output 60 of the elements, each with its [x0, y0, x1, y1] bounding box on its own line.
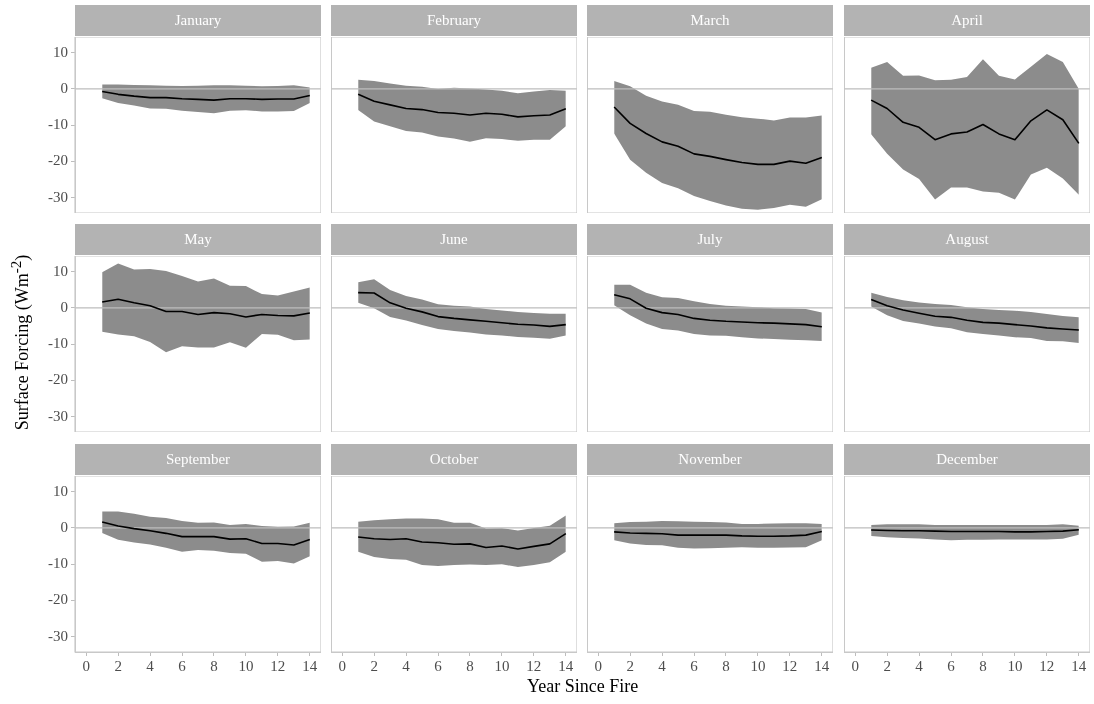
x-tick-label: 0: [338, 657, 346, 674]
y-tick-label: 0: [60, 298, 68, 315]
x-tick-label: 8: [466, 657, 474, 674]
y-tick-label: -20: [48, 371, 68, 388]
x-tick-label: 10: [238, 657, 254, 674]
chart-title: July: [587, 224, 833, 255]
y-tick-label: 10: [53, 262, 68, 279]
x-tick-label: 6: [947, 657, 956, 674]
x-tick-label: 8: [210, 657, 218, 674]
y-tick-label: 0: [60, 79, 68, 96]
x-tick-label: 12: [270, 657, 286, 674]
x-tick-label: 2: [883, 657, 891, 674]
x-tick-label: 0: [594, 657, 602, 674]
chart-title: May: [75, 224, 321, 255]
x-tick-label: 14: [302, 657, 318, 674]
x-tick-label: 6: [434, 657, 443, 674]
x-tick-label: 12: [526, 657, 542, 674]
x-tick-label: 14: [1071, 657, 1087, 674]
x-tick-label: 0: [851, 657, 859, 674]
x-tick-label: 4: [402, 657, 411, 674]
chart-title: March: [587, 5, 833, 36]
x-tick-label: 14: [558, 657, 574, 674]
y-tick-label: -30: [48, 627, 68, 644]
x-tick-label: 4: [915, 657, 924, 674]
x-tick-label: 4: [146, 657, 155, 674]
chart-title: September: [75, 444, 321, 475]
chart-title: January: [75, 5, 321, 36]
y-tick-label: 0: [60, 518, 68, 535]
x-tick-label: 0: [82, 657, 90, 674]
x-tick-label: 10: [750, 657, 766, 674]
y-tick-label: -10: [48, 555, 68, 572]
x-tick-label: 2: [626, 657, 634, 674]
chart-title: November: [587, 444, 833, 475]
x-tick-label: 12: [1039, 657, 1055, 674]
x-tick-label: 10: [494, 657, 510, 674]
chart-title: February: [331, 5, 577, 36]
x-axis-title: Year Since Fire: [527, 676, 639, 697]
chart-title: August: [844, 224, 1090, 255]
y-tick-label: 10: [53, 482, 68, 499]
x-tick-label: 12: [782, 657, 798, 674]
chart-title: October: [331, 444, 577, 475]
x-tick-label: 6: [690, 657, 699, 674]
x-tick-label: 8: [722, 657, 730, 674]
chart-title: April: [844, 5, 1090, 36]
x-tick-label: 2: [370, 657, 378, 674]
y-tick-label: -20: [48, 591, 68, 608]
x-tick-label: 14: [814, 657, 830, 674]
y-tick-label: -20: [48, 152, 68, 169]
y-tick-label: -10: [48, 335, 68, 352]
x-tick-label: 2: [114, 657, 122, 674]
y-tick-label: 10: [53, 43, 68, 60]
x-tick-label: 10: [1007, 657, 1023, 674]
y-tick-label: -30: [48, 188, 68, 205]
x-tick-label: 4: [658, 657, 667, 674]
x-tick-label: 6: [178, 657, 187, 674]
x-tick-label: 8: [979, 657, 987, 674]
chart-title: June: [331, 224, 577, 255]
y-tick-label: -30: [48, 407, 68, 424]
chart-title: December: [844, 444, 1090, 475]
y-tick-label: -10: [48, 116, 68, 133]
